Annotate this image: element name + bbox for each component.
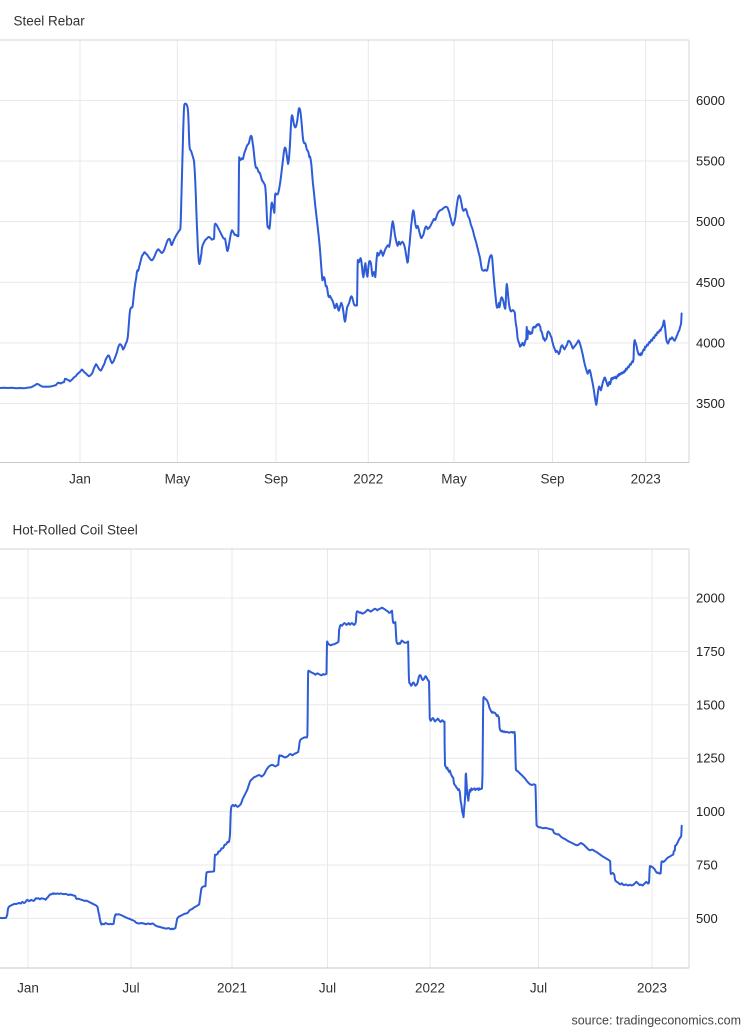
svg-text:2021: 2021 [217,981,247,996]
svg-text:source: tradingeconomics.com: source: tradingeconomics.com [571,1014,741,1028]
svg-text:Jan: Jan [69,472,91,487]
svg-text:Hot-Rolled Coil Steel: Hot-Rolled Coil Steel [13,523,138,538]
svg-text:1500: 1500 [696,697,725,712]
svg-text:2023: 2023 [631,472,661,487]
svg-text:1000: 1000 [696,804,725,819]
svg-text:750: 750 [696,858,718,873]
svg-text:1250: 1250 [696,751,725,766]
svg-text:Steel Rebar: Steel Rebar [14,14,86,29]
svg-text:3500: 3500 [696,396,725,411]
svg-text:Jul: Jul [319,981,336,996]
svg-text:May: May [441,472,467,487]
svg-text:500: 500 [696,911,718,926]
svg-text:6000: 6000 [696,93,725,108]
svg-text:Jul: Jul [122,981,139,996]
svg-text:Sep: Sep [264,472,288,487]
svg-text:2022: 2022 [353,472,383,487]
svg-text:Sep: Sep [540,472,564,487]
svg-text:Jan: Jan [17,981,39,996]
svg-text:May: May [165,472,191,487]
svg-text:4500: 4500 [696,275,725,290]
svg-text:4000: 4000 [696,336,725,351]
svg-text:Jul: Jul [530,981,547,996]
svg-text:1750: 1750 [696,644,725,659]
svg-text:2023: 2023 [637,981,667,996]
svg-text:5000: 5000 [696,214,725,229]
svg-text:2022: 2022 [415,981,445,996]
svg-text:2000: 2000 [696,591,725,606]
svg-text:5500: 5500 [696,154,725,169]
